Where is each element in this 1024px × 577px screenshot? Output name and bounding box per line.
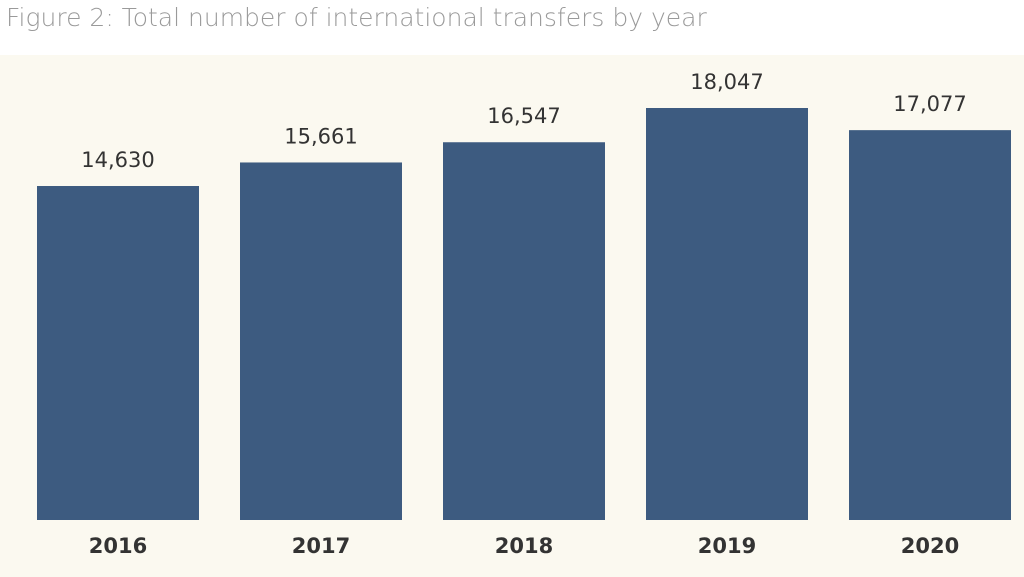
x-tick-label: 2019 xyxy=(698,534,756,558)
value-label: 17,077 xyxy=(893,92,966,116)
bar xyxy=(646,108,808,520)
x-tick-label: 2017 xyxy=(292,534,350,558)
x-tick-label: 2018 xyxy=(495,534,553,558)
chart-title: Figure 2: Total number of international … xyxy=(6,3,707,32)
value-label: 16,547 xyxy=(487,104,560,128)
value-label: 18,047 xyxy=(690,70,763,94)
x-tick-label: 2020 xyxy=(901,534,959,558)
bar xyxy=(849,130,1011,520)
value-label: 15,661 xyxy=(284,124,357,148)
bar xyxy=(37,186,199,521)
x-tick-label: 2016 xyxy=(89,534,147,558)
bar xyxy=(240,162,402,521)
value-label: 14,630 xyxy=(81,148,154,172)
bar xyxy=(443,142,605,521)
